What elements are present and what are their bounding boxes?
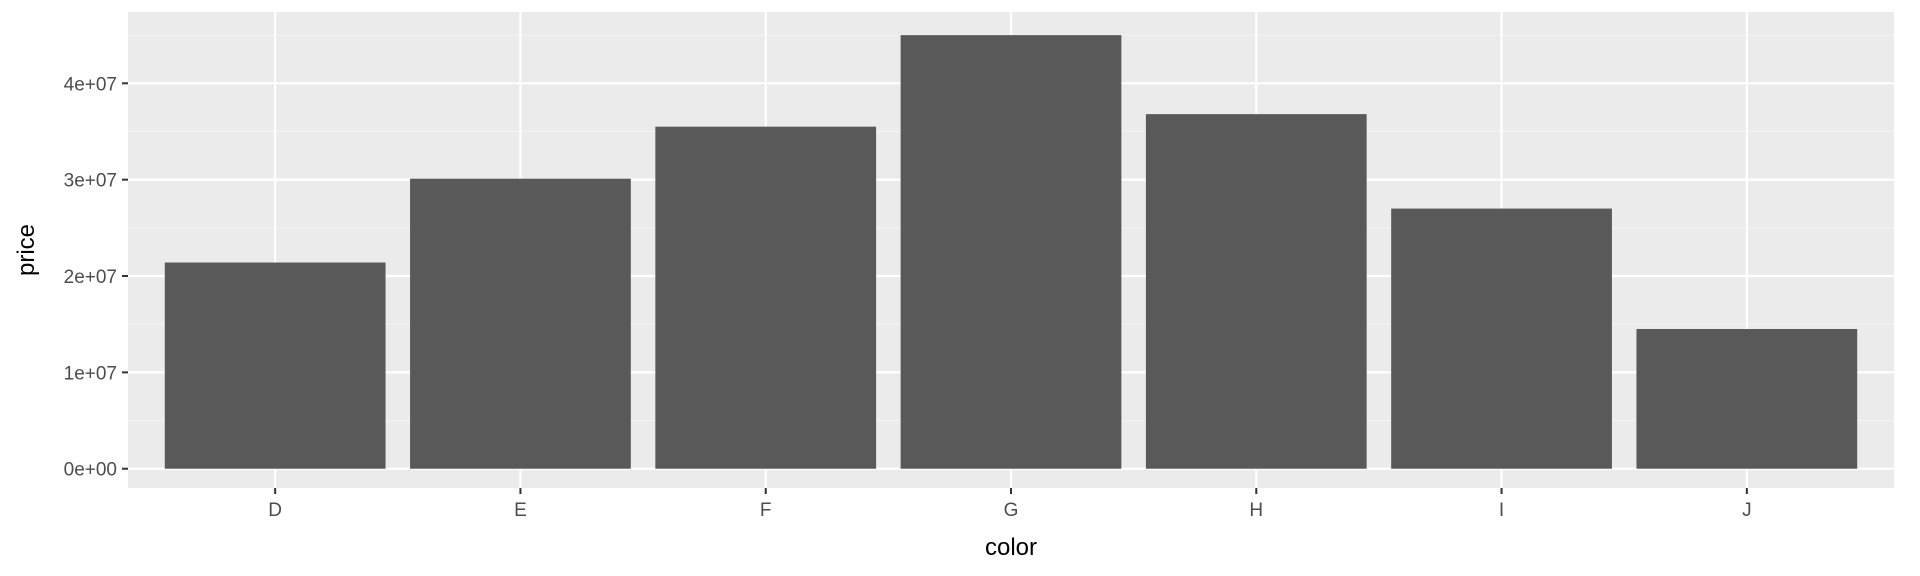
bar-I	[1391, 208, 1612, 469]
y-tick-label: 3e+07	[64, 171, 117, 192]
y-tick-label: 4e+07	[64, 74, 117, 95]
bar-G	[900, 35, 1122, 469]
x-tick-label: I	[1499, 500, 1504, 521]
x-tick-label: J	[1742, 500, 1752, 521]
bar-D	[164, 262, 386, 469]
bar-J	[1636, 329, 1858, 469]
y-tick-label: 2e+07	[64, 267, 117, 288]
y-axis-title: price	[13, 224, 40, 276]
bar-F	[655, 126, 877, 469]
bar-series	[164, 35, 1858, 469]
bar-H	[1145, 114, 1367, 469]
x-tick-label: G	[1004, 500, 1019, 521]
bar-E	[410, 178, 631, 469]
x-tick-label: E	[514, 500, 527, 521]
x-tick-label: F	[760, 500, 772, 521]
y-tick-label: 0e+00	[64, 460, 117, 481]
y-tick-label: 1e+07	[64, 363, 117, 384]
x-axis-title: color	[985, 534, 1037, 561]
y-axis: 0e+00 1e+07 2e+07 3e+07 4e+07	[64, 74, 128, 481]
x-tick-label: D	[268, 500, 282, 521]
x-tick-label: H	[1249, 500, 1263, 521]
x-axis: D E F G H I J	[268, 488, 1752, 521]
